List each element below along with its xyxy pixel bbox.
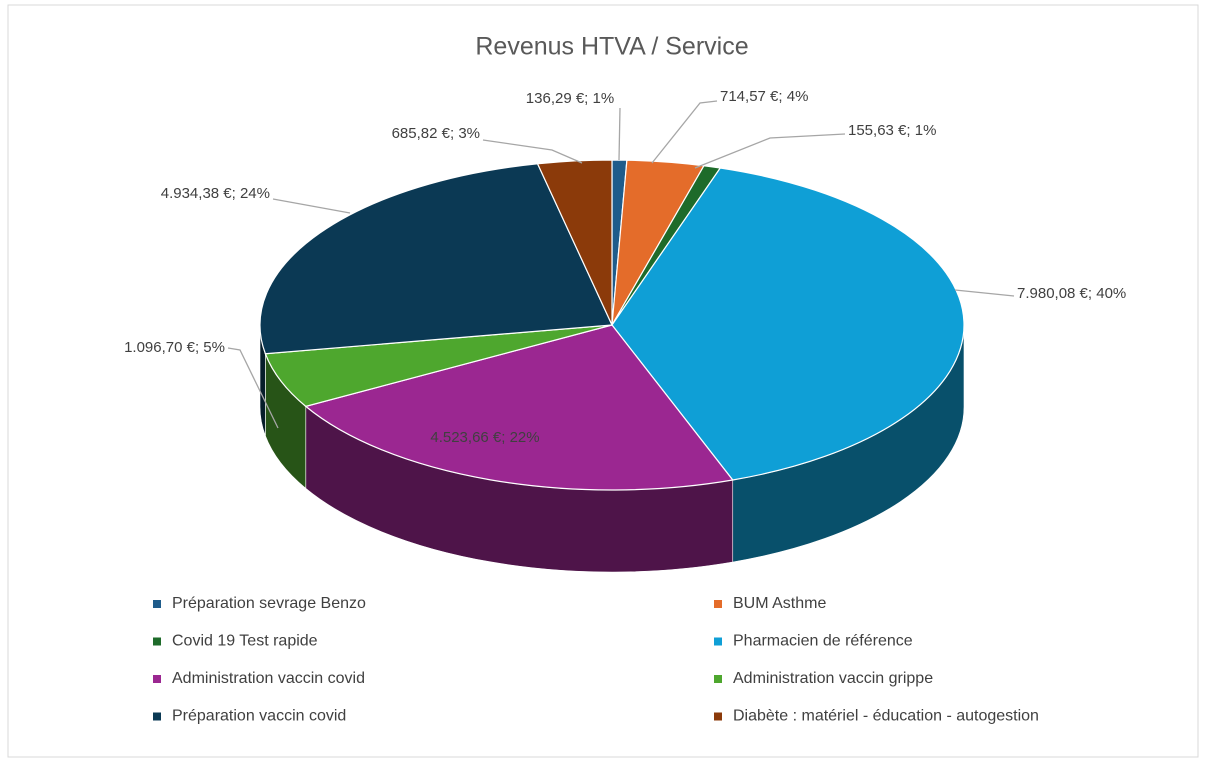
data-label: 4.934,38 €; 24%: [161, 185, 270, 202]
legend-swatch: [714, 675, 722, 683]
data-label: 155,63 €; 1%: [848, 122, 936, 139]
legend-swatch: [714, 637, 722, 646]
legend-swatch: [153, 637, 161, 646]
data-label: 714,57 €; 4%: [720, 88, 808, 105]
slice: [304, 324, 734, 491]
legend-label: Covid 19 Test rapide: [172, 633, 318, 650]
data-label: 4.523,66 €; 22%: [430, 429, 539, 446]
legend-swatch: [714, 712, 722, 721]
leader-line: [227, 347, 279, 429]
legend-label: BUM Asthme: [733, 595, 826, 612]
slice: [259, 163, 613, 355]
legend-swatch: [153, 675, 161, 683]
leader-line: [651, 100, 718, 164]
legend-label: Pharmacien de référence: [733, 633, 913, 650]
slice: [611, 167, 965, 481]
leader-line: [618, 107, 621, 161]
leader-line: [272, 198, 351, 214]
data-label: 136,29 €; 1%: [526, 90, 614, 107]
leader-line: [954, 289, 1015, 297]
chart-title: Revenus HTVA / Service: [475, 33, 748, 61]
legend-label: Préparation sevrage Benzo: [172, 595, 366, 612]
legend-label: Administration vaccin covid: [172, 670, 365, 687]
data-label: 7.980,08 €; 40%: [1017, 285, 1126, 302]
leader-line: [482, 139, 583, 164]
legend-label: Préparation vaccin covid: [172, 708, 346, 725]
legend-label: Administration vaccin grippe: [733, 670, 933, 687]
leader-line: [694, 133, 846, 169]
data-label: 685,82 €; 3%: [392, 125, 480, 142]
data-label: 1.096,70 €; 5%: [124, 339, 225, 356]
legend-label: Diabète : matériel - éducation - autoges…: [733, 708, 1039, 725]
slice: [536, 159, 613, 326]
legend-swatch: [153, 712, 161, 721]
legend-swatch: [153, 600, 161, 608]
legend-swatch: [714, 600, 722, 608]
